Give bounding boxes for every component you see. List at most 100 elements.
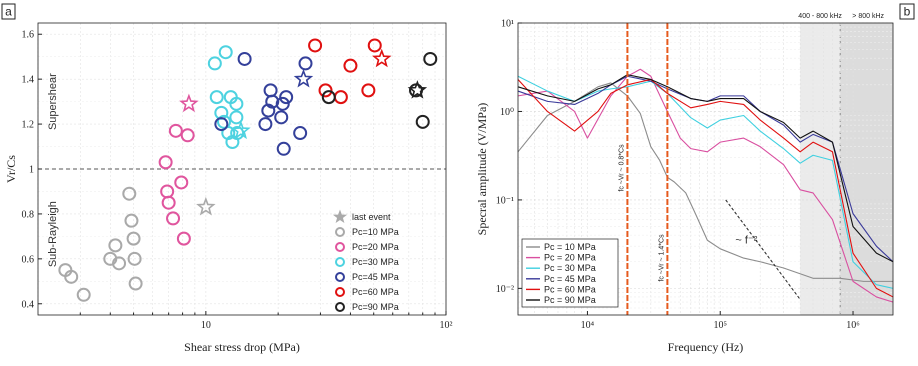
panel-a-ytick-label: 0.6: [22, 254, 35, 265]
legend-label: Pc=60 MPa: [352, 287, 399, 297]
last-event-star: [179, 93, 199, 113]
legend-label: Pc=10 MPa: [352, 227, 399, 237]
data-point: [218, 45, 233, 60]
legend-label: Pc=90 MPa: [352, 302, 399, 312]
panel-b-xlabel: Frequency (Hz): [668, 340, 744, 354]
region-label-sub-rayleigh: Sub-Rayleigh: [47, 201, 59, 267]
data-point: [127, 251, 142, 266]
data-point: [176, 231, 191, 246]
band-label: 400 - 800 kHz: [798, 13, 842, 20]
data-point: [229, 96, 244, 111]
data-point: [298, 56, 313, 71]
data-point: [214, 117, 229, 132]
series-pc-90-mpa: [321, 51, 438, 129]
legend-label: Pc=45 MPa: [352, 272, 399, 282]
data-point: [274, 110, 289, 125]
data-point: [168, 123, 183, 138]
panel-a-xlabel: Shear stress drop (MPa): [184, 340, 300, 354]
data-point: [279, 90, 294, 105]
panel-a-badge: [1, 3, 16, 20]
data-point: [174, 175, 189, 190]
data-point: [209, 90, 224, 105]
panel-a-ytick-label: 1.4: [22, 75, 35, 86]
panel-a: 0.4 0.6 0.8 1 1.2 1.4 1.6 10 10² Shear stress dro…: [4, 22, 453, 354]
data-point: [261, 103, 276, 118]
series-pc-45-mpa: [214, 51, 314, 156]
panel-a-ytick-label: 0.8: [22, 209, 35, 220]
data-point: [423, 51, 438, 66]
spectrum-line-pc-10-mpa: [517, 82, 893, 282]
data-point: [166, 211, 181, 226]
spectrum-line-pc-60-mpa: [517, 78, 894, 298]
data-point: [161, 195, 176, 210]
panel-b-ytick-label: 10¹: [501, 19, 514, 30]
data-point: [76, 287, 91, 302]
panel-b-ytick-label: 10⁻¹: [496, 195, 514, 206]
data-point: [275, 96, 290, 111]
panel-a-ytick-label: 0.4: [22, 299, 35, 310]
last-event-star: [371, 48, 392, 68]
data-point: [230, 126, 245, 141]
panel-a-ytick-label: 1: [29, 165, 34, 176]
legend-label: Pc=20 MPa: [352, 242, 399, 252]
frequency-band-shade: [800, 23, 841, 315]
data-point: [124, 213, 139, 228]
data-point: [415, 114, 430, 129]
legend-box: [521, 238, 619, 308]
corner-frequency-label: fc ~Vr ~ 1.4*Cs: [658, 234, 665, 282]
panel-a-xtick-label: 10²: [440, 320, 453, 331]
legend-star-icon: [332, 209, 348, 224]
corner-frequency-label: fc ~Vr ~ 0.8*Cs: [618, 144, 625, 192]
panel-b-ytick-label: 10⁰: [500, 107, 514, 118]
panel-a-legend: last event Pc=10 MPa Pc=20 MPa Pc=30 MPa Pc=…: [332, 209, 399, 312]
data-point: [122, 186, 137, 201]
panel-b: fc ~Vr ~ 0.8*Cs fc ~Vr ~ 1.4*Cs ~ f⁻² 400 -…: [475, 13, 894, 354]
panel-b-ylabel: Specral amplitude (V/MPa): [475, 103, 489, 236]
series-pc-30-mpa: [207, 45, 251, 150]
panel-a-badge-text: a: [5, 5, 12, 19]
legend-marker: [335, 227, 345, 237]
data-point: [108, 238, 123, 253]
panel-b-badge: [899, 3, 915, 20]
legend-label: Pc = 30 MPa: [544, 263, 596, 273]
data-point: [128, 276, 143, 291]
last-event-star: [231, 120, 251, 140]
data-point: [343, 58, 358, 73]
spectrum-line-pc-20-mpa: [517, 68, 894, 303]
panel-b-axes-box: [517, 22, 894, 316]
legend-label: Pc=30 MPa: [352, 257, 399, 267]
series-pc-10-mpa: [58, 186, 216, 302]
legend-marker: [335, 302, 345, 312]
legend-label: last event: [352, 212, 391, 222]
data-point: [237, 51, 252, 66]
data-point: [258, 117, 273, 132]
series-pc-60-mpa: [308, 38, 392, 105]
panel-a-ytick-label: 1.2: [22, 120, 35, 131]
last-event-star: [293, 68, 314, 88]
region-label-supershear: Supershear: [47, 73, 59, 130]
data-point: [229, 110, 244, 125]
data-point: [180, 128, 195, 143]
legend-marker: [335, 257, 345, 267]
data-point: [126, 231, 141, 246]
slope-annotation: ~ f⁻²: [735, 235, 757, 247]
data-point: [112, 256, 127, 271]
panel-b-xtick-label: 10⁵: [713, 320, 727, 331]
panel-a-ylabel: Vr/Cs: [4, 155, 18, 183]
data-point: [318, 83, 333, 98]
legend-label: Pc = 90 MPa: [544, 295, 596, 305]
legend-label: Pc = 10 MPa: [544, 242, 596, 252]
legend-marker: [335, 287, 345, 297]
panel-b-ytick-label: 10⁻²: [496, 284, 514, 295]
panel-b-xtick-label: 10⁶: [846, 320, 860, 331]
legend-label: Pc = 60 MPa: [544, 284, 596, 294]
series-pc-20-mpa: [158, 93, 199, 246]
slope-reference-line: [725, 199, 801, 300]
frequency-band-shade: [840, 23, 893, 315]
legend-label: Pc = 20 MPa: [544, 253, 596, 263]
data-point: [64, 269, 79, 284]
data-point: [308, 38, 323, 53]
legend-marker: [335, 272, 345, 282]
panel-a-xtick-label: 10: [201, 320, 211, 331]
